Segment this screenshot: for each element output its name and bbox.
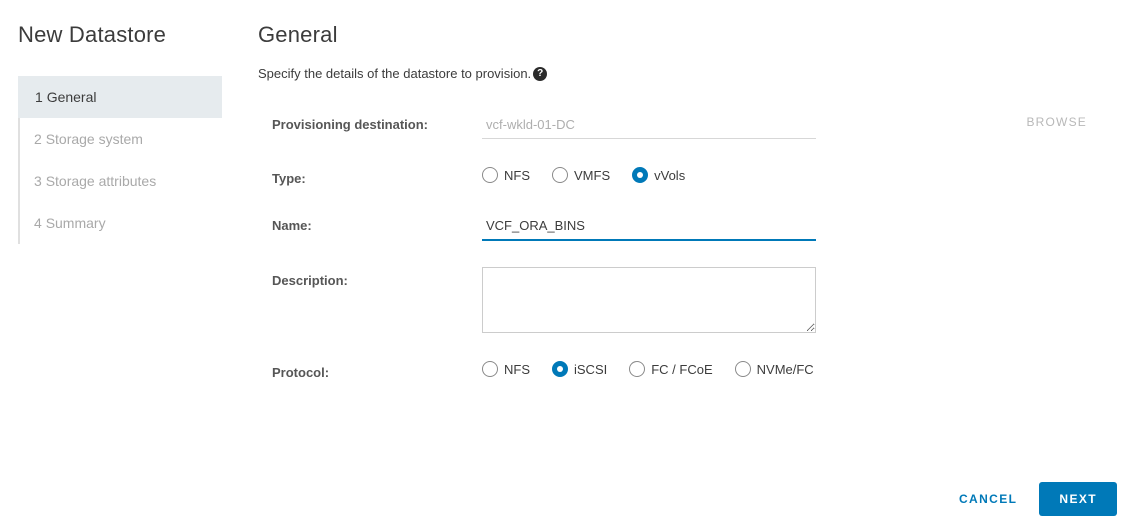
radio-label: NFS [504,168,530,183]
step-summary[interactable]: 4 Summary [20,202,222,244]
row-type: Type: NFS VMFS vVols [272,165,1113,186]
wizard-sidebar: New Datastore 1 General 2 Storage system… [0,0,230,530]
label-description: Description: [272,267,482,288]
radio-label: NVMe/FC [757,362,814,377]
step-num: 3 [34,173,42,189]
step-num: 1 [35,89,43,105]
browse-button[interactable]: BROWSE [1026,111,1087,129]
radio-icon [552,167,568,183]
step-storage-system[interactable]: 2 Storage system [20,118,222,160]
type-radio-vvols[interactable]: vVols [632,167,685,183]
radio-label: NFS [504,362,530,377]
protocol-radio-nvme-fc[interactable]: NVMe/FC [735,361,814,377]
row-name: Name: [272,212,1113,241]
radio-icon [482,361,498,377]
page-subtitle: Specify the details of the datastore to … [258,66,531,81]
type-radio-group: NFS VMFS vVols [482,165,685,183]
step-num: 4 [34,215,42,231]
label-destination: Provisioning destination: [272,111,482,132]
radio-label: VMFS [574,168,610,183]
step-label: General [47,89,97,105]
description-textarea[interactable] [482,267,816,333]
step-storage-attributes[interactable]: 3 Storage attributes [20,160,222,202]
row-protocol: Protocol: NFS iSCSI FC / FCoE [272,359,1113,380]
next-button[interactable]: NEXT [1039,482,1117,516]
destination-input[interactable] [482,111,816,139]
cancel-button[interactable]: CANCEL [955,482,1021,516]
subtitle-row: Specify the details of the datastore to … [258,66,1113,81]
type-radio-vmfs[interactable]: VMFS [552,167,610,183]
field-destination: BROWSE [482,111,1113,139]
help-icon[interactable]: ? [533,67,547,81]
field-protocol: NFS iSCSI FC / FCoE NVMe/FC [482,359,1113,377]
radio-icon [629,361,645,377]
row-description: Description: [272,267,1113,333]
label-type: Type: [272,165,482,186]
label-protocol: Protocol: [272,359,482,380]
footer: CANCEL NEXT [955,482,1117,516]
field-description [482,267,1113,333]
radio-icon [735,361,751,377]
radio-label: iSCSI [574,362,607,377]
name-input[interactable] [482,212,816,241]
radio-icon [632,167,648,183]
protocol-radio-group: NFS iSCSI FC / FCoE NVMe/FC [482,359,814,377]
form: Provisioning destination: BROWSE Type: N… [258,111,1113,406]
row-destination: Provisioning destination: BROWSE [272,111,1113,139]
page-title: General [258,22,1113,48]
step-general[interactable]: 1 General [18,76,222,118]
main-panel: General Specify the details of the datas… [230,0,1141,530]
protocol-radio-iscsi[interactable]: iSCSI [552,361,607,377]
protocol-radio-nfs[interactable]: NFS [482,361,530,377]
radio-icon [482,167,498,183]
wizard-title: New Datastore [18,22,222,48]
label-name: Name: [272,212,482,233]
step-num: 2 [34,131,42,147]
field-name [482,212,1113,241]
radio-label: vVols [654,168,685,183]
field-type: NFS VMFS vVols [482,165,1113,183]
wizard-steps: 1 General 2 Storage system 3 Storage att… [18,76,222,244]
step-label: Storage system [46,131,143,147]
type-radio-nfs[interactable]: NFS [482,167,530,183]
radio-icon [552,361,568,377]
radio-label: FC / FCoE [651,362,712,377]
step-label: Summary [46,215,106,231]
protocol-radio-fc-fcoe[interactable]: FC / FCoE [629,361,712,377]
step-label: Storage attributes [46,173,157,189]
